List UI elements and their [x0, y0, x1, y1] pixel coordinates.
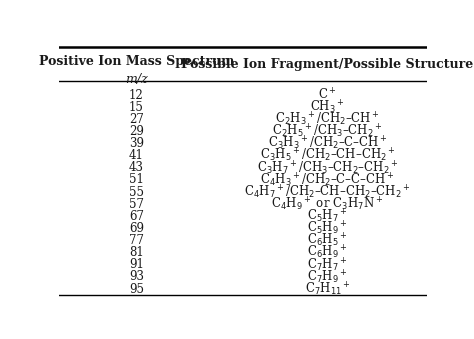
- Text: 15: 15: [129, 101, 144, 114]
- Text: C$_5$H$_9$$^+$: C$_5$H$_9$$^+$: [307, 220, 347, 237]
- Text: C$_6$H$_9$$^+$: C$_6$H$_9$$^+$: [307, 244, 347, 261]
- Text: 27: 27: [129, 113, 144, 126]
- Text: 12: 12: [129, 88, 144, 102]
- Text: C$_4$H$_3$$^+$/CH$_2$–C–C–CH$^+$: C$_4$H$_3$$^+$/CH$_2$–C–C–CH$^+$: [260, 171, 395, 188]
- Text: CH$_3$$^+$: CH$_3$$^+$: [310, 98, 345, 116]
- Text: 91: 91: [129, 258, 144, 271]
- Text: Positive Ion Mass Spectrum: Positive Ion Mass Spectrum: [39, 55, 234, 68]
- Text: C$_7$H$_9$$^+$: C$_7$H$_9$$^+$: [307, 268, 347, 286]
- Text: 93: 93: [129, 271, 144, 283]
- Text: C$_3$H$_3$$^+$/CH$_2$–C–CH$^+$: C$_3$H$_3$$^+$/CH$_2$–C–CH$^+$: [267, 135, 387, 152]
- Text: C$_4$H$_9$$^+$ or C$_3$H$_7$N$^+$: C$_4$H$_9$$^+$ or C$_3$H$_7$N$^+$: [272, 196, 383, 213]
- Text: 29: 29: [129, 125, 144, 138]
- Text: C$_3$H$_7$$^+$/CH$_3$–CH$_2$–CH$_2$$^+$: C$_3$H$_7$$^+$/CH$_3$–CH$_2$–CH$_2$$^+$: [257, 159, 398, 177]
- Text: C$_7$H$_{11}$$^+$: C$_7$H$_{11}$$^+$: [305, 280, 350, 298]
- Text: C$^+$: C$^+$: [318, 87, 337, 103]
- Text: 43: 43: [129, 161, 144, 174]
- Text: 41: 41: [129, 149, 144, 162]
- Text: 67: 67: [129, 210, 144, 223]
- Text: Possible Ion Fragment/Possible Structure: Possible Ion Fragment/Possible Structure: [181, 58, 474, 71]
- Text: 69: 69: [129, 222, 144, 235]
- Text: C$_5$H$_7$$^+$: C$_5$H$_7$$^+$: [307, 208, 347, 225]
- Text: 77: 77: [129, 234, 144, 247]
- Text: 51: 51: [129, 174, 144, 186]
- Text: 39: 39: [129, 137, 144, 150]
- Text: 95: 95: [129, 283, 144, 296]
- Text: 55: 55: [129, 185, 144, 199]
- Text: C$_2$H$_3$$^+$/CH$_2$–CH$^+$: C$_2$H$_3$$^+$/CH$_2$–CH$^+$: [275, 111, 380, 128]
- Text: C$_3$H$_5$$^+$/CH$_2$–CH–CH$_2$$^+$: C$_3$H$_5$$^+$/CH$_2$–CH–CH$_2$$^+$: [260, 147, 395, 164]
- Text: C$_6$H$_5$$^+$: C$_6$H$_5$$^+$: [307, 232, 347, 249]
- Text: C$_7$H$_7$$^+$: C$_7$H$_7$$^+$: [307, 256, 347, 274]
- Text: C$_2$H$_5$$^+$/CH$_3$–CH$_2$$^+$: C$_2$H$_5$$^+$/CH$_3$–CH$_2$$^+$: [272, 123, 383, 140]
- Text: 57: 57: [129, 198, 144, 211]
- Text: m/z: m/z: [125, 73, 148, 86]
- Text: 81: 81: [129, 246, 144, 259]
- Text: C$_4$H$_7$$^+$/CH$_2$–CH–CH$_2$–CH$_2$$^+$: C$_4$H$_7$$^+$/CH$_2$–CH–CH$_2$–CH$_2$$^…: [244, 183, 410, 201]
